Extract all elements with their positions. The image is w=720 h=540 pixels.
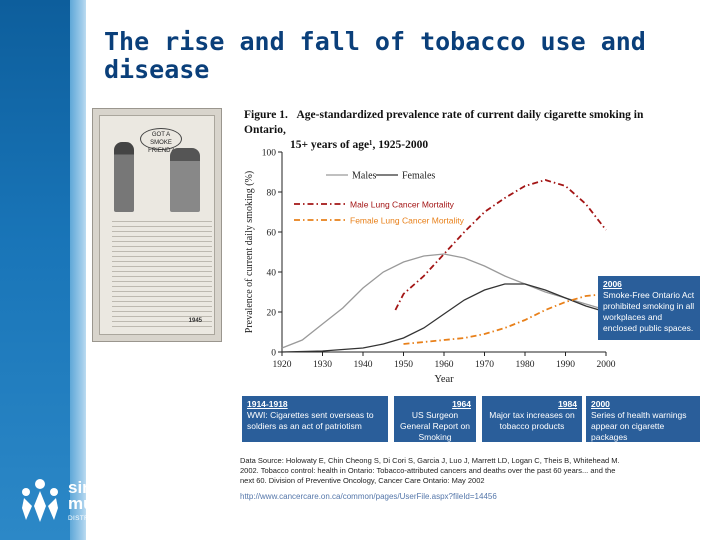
x-tick-label: 1940 (354, 360, 373, 370)
callout-1984: 1984 Major tax increases on tobacco prod… (482, 396, 582, 442)
logo-subtitle: DISTRICT HEALTH UNIT (68, 515, 148, 522)
y-axis-label: Prevalence of current daily smoking (%) (244, 171, 255, 333)
poster-speech-bubble: GOT A SMOKE FRIEND? (140, 128, 182, 154)
vintage-poster-image: GOT A SMOKE FRIEND? 1945 (92, 108, 222, 342)
x-tick-label: 1990 (556, 360, 575, 370)
poster-figure-left (114, 142, 134, 212)
series-line-females (281, 283, 607, 353)
y-tick-label: 40 (267, 269, 277, 279)
series-line-female-lung-cancer-mortality (403, 293, 607, 345)
y-tick-label: 0 (271, 349, 276, 359)
x-tick-label: 1960 (435, 360, 454, 370)
callout-year: 1984 (558, 399, 577, 409)
y-tick-label: 80 (267, 189, 277, 199)
poster-figure-right (170, 148, 200, 212)
callout-2006: 2006 Smoke-Free Ontario Act prohibited s… (598, 276, 700, 340)
poster-text-block (112, 221, 212, 331)
callout-year: 2000 (591, 399, 610, 409)
data-source-note: Data Source: Holowaty E, Chin Cheong S, … (240, 456, 620, 485)
callout-1914-1918: 1914-1918 WWI: Cigarettes sent overseas … (242, 396, 388, 442)
x-tick-label: 1970 (475, 360, 494, 370)
y-tick-label: 20 (267, 309, 277, 319)
callout-text: Smoke-Free Ontario Act prohibited smokin… (603, 290, 695, 333)
smoking-prevalence-chart: 0 20 40 60 80 100 1920 1930 1940 1950 1960 1970 1980… (244, 149, 616, 386)
callout-year: 1914-1918 (247, 399, 288, 409)
x-tick-label: 1930 (313, 360, 332, 370)
callout-2000: 2000 Series of health warnings appear on… (586, 396, 700, 442)
series-line-male-lung-cancer-mortality (394, 179, 607, 311)
y-tick-label: 100 (262, 149, 277, 159)
poster-tag: 1945 (188, 318, 202, 324)
legend-label-males: Males (352, 171, 377, 182)
legend-label-male-lung-cancer-mortality: Male Lung Cancer Mortality (350, 200, 455, 210)
figure-caption: Figure 1. Age-standardized prevalence ra… (244, 108, 644, 153)
source-link[interactable]: http://www.cancercare.on.ca/common/pages… (240, 492, 497, 501)
legend-label-female-lung-cancer-mortality: Female Lung Cancer Mortality (350, 216, 465, 226)
x-tick-label: 2000 (597, 360, 616, 370)
callout-year: 1964 (452, 399, 471, 409)
callout-year: 2006 (603, 279, 622, 289)
sidebar-stripe (70, 0, 90, 540)
logo-word-simcoe: simcoe (68, 478, 127, 497)
x-axis-label: Year (434, 374, 454, 385)
callout-text: Series of health warnings appear on ciga… (591, 410, 687, 442)
callout-text: WWI: Cigarettes sent overseas to soldier… (247, 410, 374, 431)
x-tick-label: 1920 (273, 360, 292, 370)
x-tick-label: 1980 (516, 360, 535, 370)
legend-label-females: Females (402, 171, 435, 182)
y-tick-label: 60 (267, 229, 277, 239)
callout-text: Major tax increases on tobacco products (489, 410, 575, 431)
series-line-males (281, 253, 607, 349)
people-logo-icon (22, 479, 58, 522)
logo-word-muskoka: muskoka (68, 494, 142, 513)
figure-caption-line1: Age-standardized prevalence rate of curr… (244, 109, 644, 136)
x-tick-label: 1950 (394, 360, 413, 370)
figure-label: Figure 1. (244, 109, 288, 121)
callout-text: US Surgeon General Report on Smoking (400, 410, 470, 442)
simcoe-muskoka-logo: simcoe muskoka DISTRICT HEALTH UNIT (14, 472, 154, 532)
slide-title: The rise and fall of tobacco use and dis… (104, 27, 646, 84)
sidebar-band (0, 0, 100, 540)
callout-1964: 1964 US Surgeon General Report on Smokin… (394, 396, 476, 442)
figure-caption-line2: 15+ years of age¹, 1925-2000 (290, 139, 429, 151)
